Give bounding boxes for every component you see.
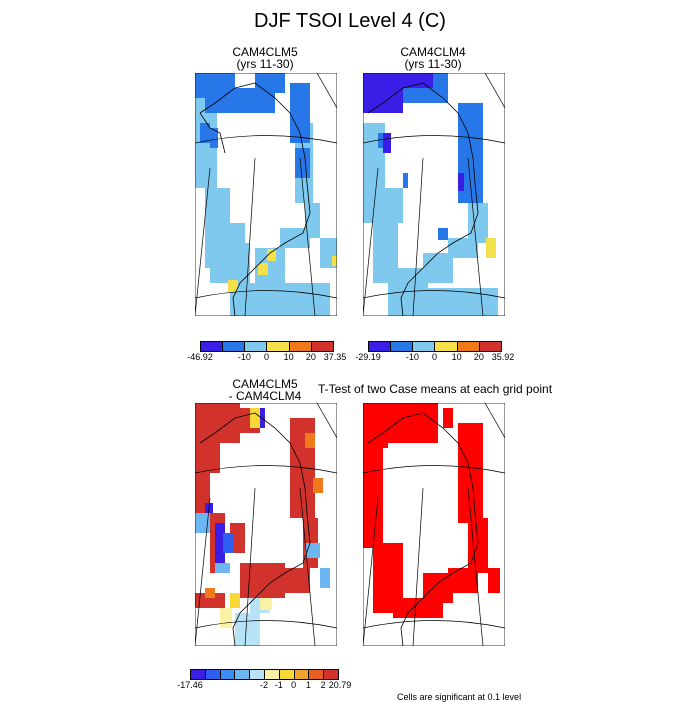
colorbar-label: 0 xyxy=(263,352,270,362)
colorbar-swatch xyxy=(308,669,324,680)
panel-title-line1: CAM4CLM4 xyxy=(400,45,466,59)
colorbar-labels: -17.46 -2 -1 0 1 2 20.79 xyxy=(177,680,351,692)
colorbar-swatch xyxy=(190,669,205,680)
panel-title-ttest: T-Test of two Case means at each grid po… xyxy=(310,383,560,395)
panel-title-line1: CAM4CLM5 xyxy=(232,377,298,391)
colorbar-swatch xyxy=(222,341,245,352)
colorbar-swatch xyxy=(323,669,339,680)
colorbar-swatch xyxy=(456,341,479,352)
colorbar-label: 20 xyxy=(305,352,316,362)
panel-title-diff: CAM4CLM5 - CAM4CLM4 xyxy=(195,378,335,402)
colorbar-swatches xyxy=(368,341,503,352)
colorbar-swatches xyxy=(200,341,335,352)
graticule xyxy=(363,403,505,646)
colorbar-swatch xyxy=(204,669,220,680)
colorbar-label: 10 xyxy=(283,352,294,362)
colorbar-swatch xyxy=(234,669,250,680)
panel-title-line2: - CAM4CLM4 xyxy=(228,389,302,403)
colorbar-swatch xyxy=(266,341,289,352)
diff-blue-cells xyxy=(223,533,233,553)
tsoi-light-blue-cells xyxy=(195,98,337,316)
colorbar-label: 37.35 xyxy=(323,352,347,362)
tsoi-yellow-cells xyxy=(228,249,337,292)
colorbar-swatch xyxy=(368,341,391,352)
page-title: DJF TSOI Level 4 (C) xyxy=(254,10,446,32)
colorbar-label: 20 xyxy=(473,352,484,362)
diff-orange-cells xyxy=(205,433,323,598)
panel-title-line1: CAM4CLM5 xyxy=(232,45,298,59)
colorbar-label: -17.46 xyxy=(177,680,203,690)
coastline xyxy=(367,412,479,646)
colorbar-swatch xyxy=(244,341,267,352)
colorbar-swatch xyxy=(200,341,223,352)
colorbar-swatches xyxy=(190,669,340,680)
colorbar-swatch xyxy=(478,341,502,352)
graticule xyxy=(195,403,337,646)
colorbar-label: 10 xyxy=(451,352,462,362)
coastline xyxy=(199,412,311,646)
panel-title-cam4clm4: CAM4CLM4 (yrs 11-30) xyxy=(363,46,503,70)
colorbar-labels: -29.19 -10 0 10 20 35.92 xyxy=(355,352,514,364)
panel-title-line2: (yrs 11-30) xyxy=(404,57,462,71)
colorbar-swatch xyxy=(390,341,413,352)
colorbar-label: -46.92 xyxy=(187,352,213,362)
panel-title-line2: (yrs 11-30) xyxy=(236,57,294,71)
colorbar-label: -29.19 xyxy=(355,352,381,362)
colorbar-label: 1 xyxy=(305,680,311,690)
colorbar-swatch xyxy=(310,341,334,352)
colorbar-swatch xyxy=(434,341,457,352)
panel-title-line1: T-Test of two Case means at each grid po… xyxy=(317,382,553,396)
map-ttest xyxy=(363,403,505,646)
colorbar-label: 35.92 xyxy=(491,352,515,362)
colorbar-swatch xyxy=(288,341,311,352)
colorbar-label: 0 xyxy=(291,680,297,690)
significant-cells xyxy=(363,403,500,618)
diff-yellow-cells xyxy=(230,408,260,608)
colorbar-swatch xyxy=(219,669,235,680)
graticule xyxy=(195,73,337,316)
map-diff xyxy=(195,403,337,646)
tsoi-light-blue-cells xyxy=(363,123,498,316)
colorbar-swatch xyxy=(249,669,264,680)
colorbar-swatch xyxy=(412,341,435,352)
colorbar-label: 0 xyxy=(431,352,438,362)
colorbar-label: -1 xyxy=(274,680,283,690)
map-cam4clm4 xyxy=(363,73,505,316)
coastline xyxy=(367,82,479,316)
colorbar-label: -10 xyxy=(405,352,419,362)
tsoi-yellow-cells xyxy=(486,238,496,258)
diff-red-cells xyxy=(195,403,318,608)
colorbar-diff: -17.46 -2 -1 0 1 2 20.79 xyxy=(177,669,351,692)
colorbar-cam4clm5: -46.92 -10 0 10 20 37.35 xyxy=(187,341,346,364)
colorbar-swatch xyxy=(263,669,279,680)
colorbar-label: 20.79 xyxy=(328,680,352,690)
significance-note: Cells are significant at 0.1 level xyxy=(397,692,522,702)
colorbar-swatch xyxy=(293,669,309,680)
colorbar-cam4clm4: -29.19 -10 0 10 20 35.92 xyxy=(355,341,514,364)
panel-title-cam4clm5: CAM4CLM5 (yrs 11-30) xyxy=(195,46,335,70)
coastline xyxy=(199,82,311,316)
coastline-west xyxy=(199,112,226,154)
map-cam4clm5 xyxy=(195,73,337,316)
colorbar-label: -2 xyxy=(259,680,269,690)
colorbar-swatch xyxy=(278,669,294,680)
graticule xyxy=(363,73,505,316)
colorbar-label: 2 xyxy=(320,680,326,690)
colorbar-label: -10 xyxy=(237,352,251,362)
colorbar-labels: -46.92 -10 0 10 20 37.35 xyxy=(187,352,346,364)
